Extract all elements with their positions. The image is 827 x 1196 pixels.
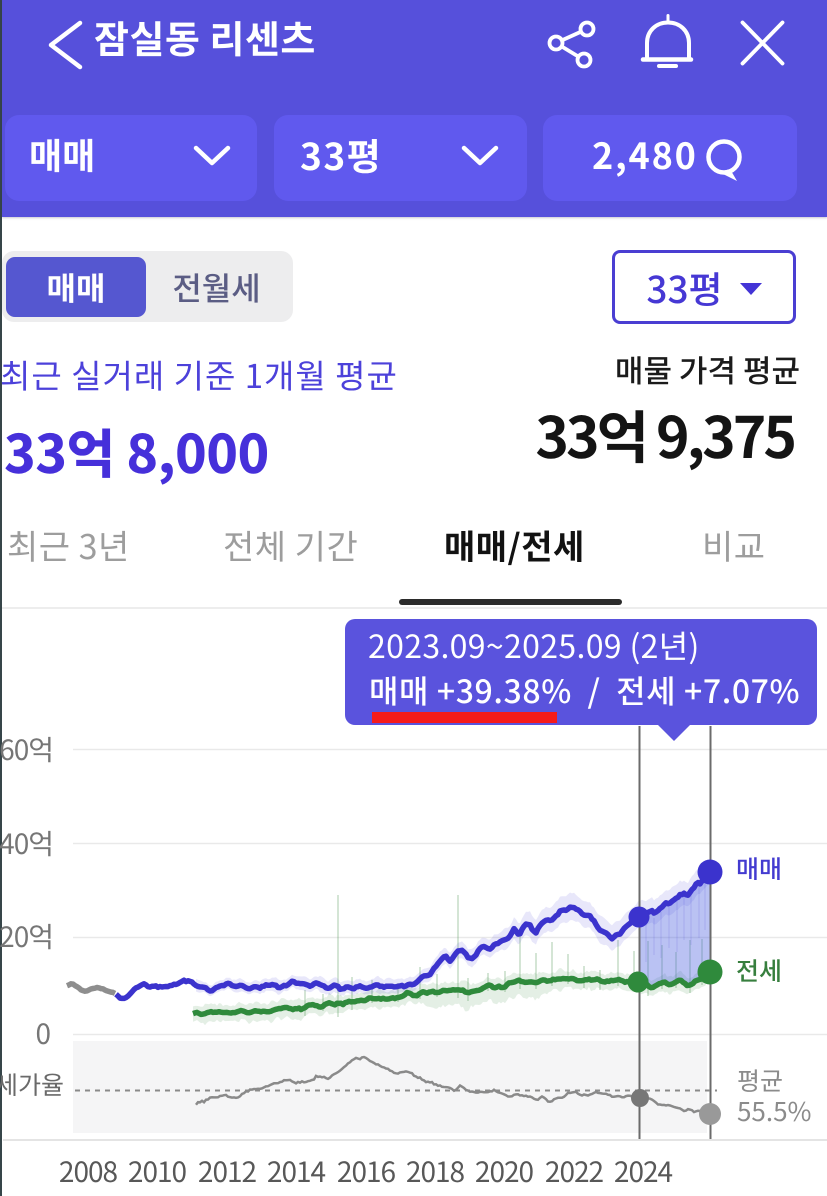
svg-text:55.5%: 55.5% bbox=[737, 1092, 811, 1129]
svg-text:평균: 평균 bbox=[737, 1062, 783, 1098]
svg-text:2024: 2024 bbox=[614, 1151, 673, 1191]
svg-text:2018: 2018 bbox=[406, 1151, 465, 1191]
svg-text:2016: 2016 bbox=[337, 1151, 396, 1191]
svg-text:2008: 2008 bbox=[59, 1151, 118, 1191]
svg-text:40억: 40억 bbox=[0, 823, 53, 863]
svg-text:전세가율: 전세가율 bbox=[0, 1066, 64, 1102]
svg-text:전세: 전세 bbox=[736, 952, 782, 988]
svg-text:2020: 2020 bbox=[475, 1151, 534, 1191]
svg-text:2010: 2010 bbox=[128, 1151, 187, 1191]
svg-text:2022: 2022 bbox=[545, 1151, 604, 1191]
svg-text:0: 0 bbox=[35, 1013, 50, 1053]
svg-text:20억: 20억 bbox=[0, 916, 53, 956]
svg-text:60억: 60억 bbox=[0, 729, 53, 769]
svg-text:2014: 2014 bbox=[267, 1151, 326, 1191]
svg-text:2012: 2012 bbox=[198, 1151, 257, 1191]
svg-text:매매: 매매 bbox=[736, 850, 782, 886]
